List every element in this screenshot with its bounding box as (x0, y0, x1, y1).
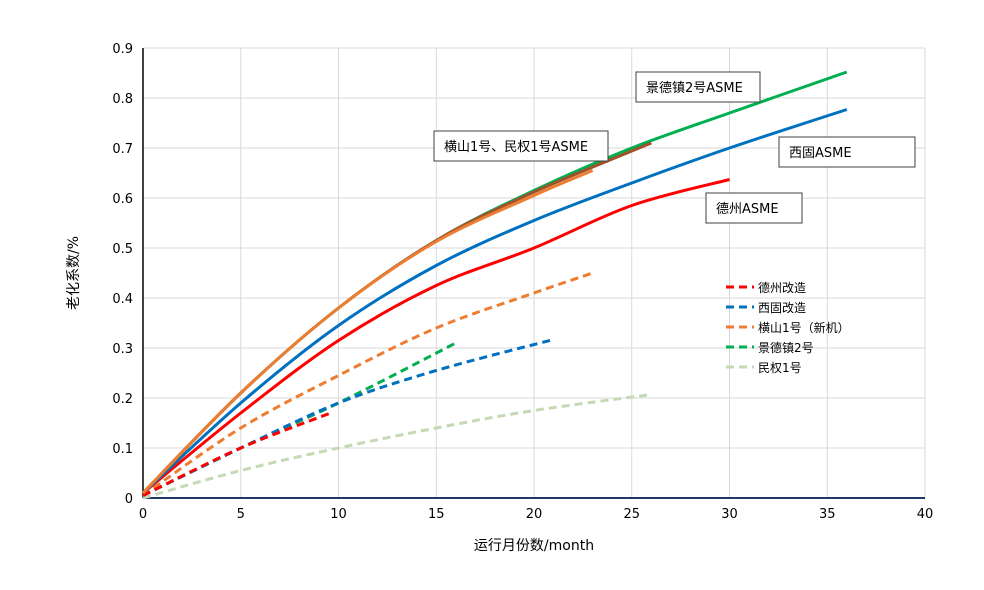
series-line-8 (142, 341, 457, 497)
y-tick-label: 0.5 (112, 242, 133, 257)
legend-label: 景德镇2号 (758, 340, 814, 355)
legend-label: 横山1号（新机） (758, 320, 850, 335)
series-line-7 (142, 271, 594, 497)
series-line-2 (142, 178, 730, 495)
annotations: 景德镇2号ASME 横山1号、民权1号ASME 西固ASME 德州ASME (433, 71, 916, 224)
axes: 0 5 10 15 20 25 30 35 40 0 0.1 0.2 0.3 0.4 0.5 0.6 0.7 0.… (112, 42, 933, 522)
annotation-text: 西固ASME (789, 146, 852, 161)
annotation-text: 景德镇2号ASME (646, 81, 743, 96)
x-tick-label: 30 (721, 507, 738, 522)
y-axis-label: 老化系数/% (66, 236, 82, 310)
y-tick-label: 0.8 (112, 92, 133, 107)
grid (143, 47, 926, 498)
annotation-box (635, 71, 761, 103)
x-tick-label: 35 (819, 507, 836, 522)
y-tick-label: 0.7 (112, 142, 133, 157)
x-tick-label: 15 (428, 507, 445, 522)
annotation-text: 德州ASME (716, 202, 779, 217)
x-tick-label: 0 (139, 507, 147, 522)
y-tick-label: 0.3 (112, 342, 133, 357)
y-tick-label: 0 (125, 492, 133, 507)
x-tick-label: 20 (526, 507, 543, 522)
annotation-box (433, 130, 609, 162)
x-axis-label: 运行月份数/month (474, 538, 594, 554)
annotation-box (778, 136, 916, 168)
series-line-6 (142, 338, 554, 497)
series-line-9 (142, 393, 652, 500)
annotation-box (705, 192, 803, 224)
annotation-text: 横山1号、民权1号ASME (444, 139, 588, 155)
y-tick-label: 0.4 (112, 292, 133, 307)
series-line-3 (141, 169, 594, 495)
y-tick-label: 0.6 (112, 192, 133, 207)
x-tick-label: 5 (237, 507, 245, 522)
series-line-1 (141, 108, 848, 495)
legend-label: 德州改造 (758, 280, 806, 295)
y-tick-label: 0.9 (112, 42, 133, 57)
series-lines (141, 70, 848, 500)
y-tick-label: 0.1 (112, 442, 133, 457)
series-line-5 (142, 411, 332, 497)
legend-label: 民权1号 (758, 361, 802, 375)
x-tick-label: 40 (917, 507, 934, 522)
x-tick-label: 25 (623, 507, 640, 522)
y-tick-label: 0.2 (112, 392, 133, 407)
legend-label: 西固改造 (758, 301, 806, 315)
x-tick-label: 10 (330, 507, 347, 522)
